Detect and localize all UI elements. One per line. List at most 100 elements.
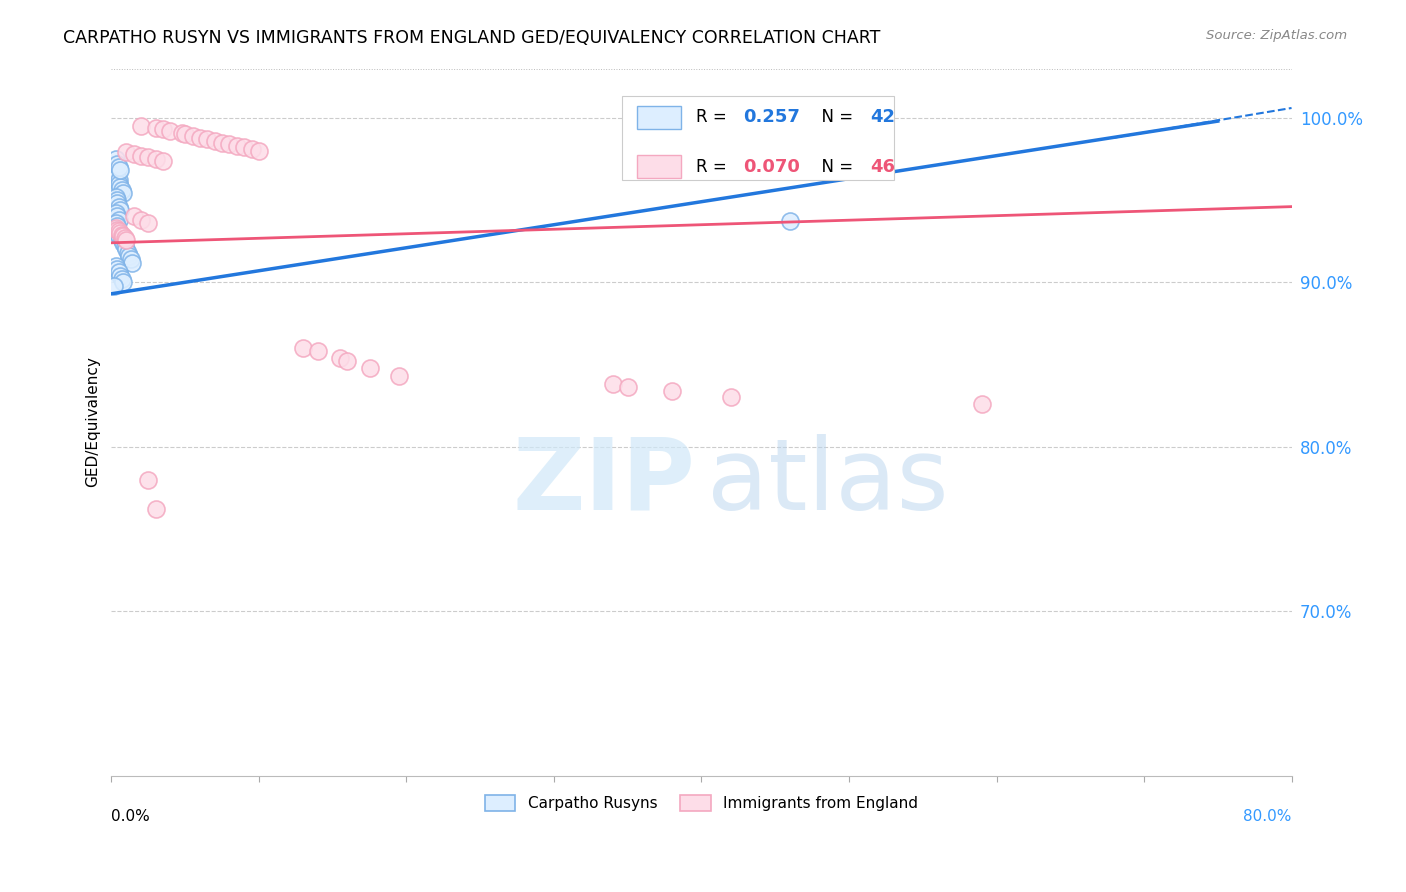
- Point: [104, 222, 127, 236]
- Text: 0.070: 0.070: [742, 158, 800, 176]
- Point: [118, 249, 141, 263]
- Bar: [637, 106, 682, 128]
- Point: [110, 202, 132, 217]
- Point: [174, 128, 197, 142]
- Point: [104, 206, 127, 220]
- Text: ZIP: ZIP: [513, 434, 696, 531]
- Point: [145, 120, 167, 135]
- Point: [602, 377, 624, 392]
- Point: [122, 210, 145, 224]
- Point: [225, 138, 247, 153]
- Point: [107, 160, 129, 174]
- Point: [107, 265, 129, 279]
- Point: [107, 224, 129, 238]
- Point: [117, 245, 139, 260]
- Point: [172, 126, 194, 140]
- Point: [103, 278, 125, 293]
- Point: [122, 147, 145, 161]
- Point: [136, 216, 159, 230]
- Point: [115, 145, 138, 160]
- Point: [129, 119, 152, 133]
- Point: [107, 173, 129, 187]
- Point: [195, 132, 218, 146]
- Point: [307, 344, 329, 359]
- Point: [970, 397, 993, 411]
- Point: [114, 239, 136, 253]
- Text: R =: R =: [696, 158, 731, 176]
- Point: [104, 152, 127, 166]
- Point: [120, 252, 142, 267]
- Point: [129, 149, 152, 163]
- Point: [112, 235, 135, 250]
- Point: [159, 124, 181, 138]
- FancyBboxPatch shape: [623, 96, 894, 179]
- Point: [114, 231, 136, 245]
- Point: [105, 169, 128, 184]
- Point: [110, 226, 132, 240]
- Point: [115, 243, 138, 257]
- Text: N =: N =: [811, 158, 859, 176]
- Point: [101, 160, 124, 174]
- Point: [105, 210, 128, 224]
- Point: [110, 180, 132, 194]
- Point: [779, 214, 801, 228]
- Point: [104, 259, 127, 273]
- Point: [204, 134, 226, 148]
- Point: [104, 216, 127, 230]
- Point: [111, 272, 134, 286]
- Point: [107, 177, 129, 191]
- Point: [104, 221, 127, 235]
- Point: [105, 219, 128, 234]
- Point: [110, 163, 132, 178]
- Bar: [637, 155, 682, 178]
- Point: [105, 262, 128, 277]
- Point: [661, 384, 683, 398]
- Point: [336, 354, 359, 368]
- Point: [103, 163, 125, 178]
- Point: [105, 222, 128, 236]
- Text: CARPATHO RUSYN VS IMMIGRANTS FROM ENGLAND GED/EQUIVALENCY CORRELATION CHART: CARPATHO RUSYN VS IMMIGRANTS FROM ENGLAN…: [63, 29, 880, 46]
- Point: [111, 183, 134, 197]
- Text: 0.0%: 0.0%: [111, 809, 150, 824]
- Point: [121, 255, 143, 269]
- Point: [136, 150, 159, 164]
- Point: [188, 130, 211, 145]
- Text: Source: ZipAtlas.com: Source: ZipAtlas.com: [1206, 29, 1347, 42]
- Text: 80.0%: 80.0%: [1243, 809, 1292, 824]
- Point: [136, 473, 159, 487]
- Point: [112, 229, 135, 244]
- Point: [145, 152, 167, 166]
- Point: [111, 233, 134, 247]
- Point: [211, 136, 233, 150]
- Point: [107, 200, 129, 214]
- Point: [292, 341, 315, 355]
- Point: [720, 390, 742, 404]
- Y-axis label: GED/Equivalency: GED/Equivalency: [86, 357, 100, 487]
- Point: [111, 227, 134, 242]
- Point: [247, 144, 270, 158]
- Text: 0.257: 0.257: [742, 108, 800, 127]
- Point: [616, 380, 638, 394]
- Point: [233, 140, 256, 154]
- Point: [104, 167, 127, 181]
- Point: [181, 128, 204, 143]
- Point: [129, 212, 152, 227]
- Point: [104, 190, 127, 204]
- Point: [218, 137, 240, 152]
- Point: [240, 142, 263, 156]
- Text: N =: N =: [811, 108, 859, 127]
- Point: [112, 275, 135, 289]
- Point: [115, 233, 138, 247]
- Point: [105, 226, 128, 240]
- Text: 46: 46: [870, 158, 896, 176]
- Text: atlas: atlas: [707, 434, 949, 531]
- Point: [112, 186, 135, 201]
- Text: 42: 42: [870, 108, 896, 127]
- Point: [359, 360, 381, 375]
- Point: [105, 193, 128, 207]
- Point: [105, 196, 128, 211]
- Point: [110, 268, 132, 283]
- Text: R =: R =: [696, 108, 731, 127]
- Point: [107, 212, 129, 227]
- Point: [388, 369, 411, 384]
